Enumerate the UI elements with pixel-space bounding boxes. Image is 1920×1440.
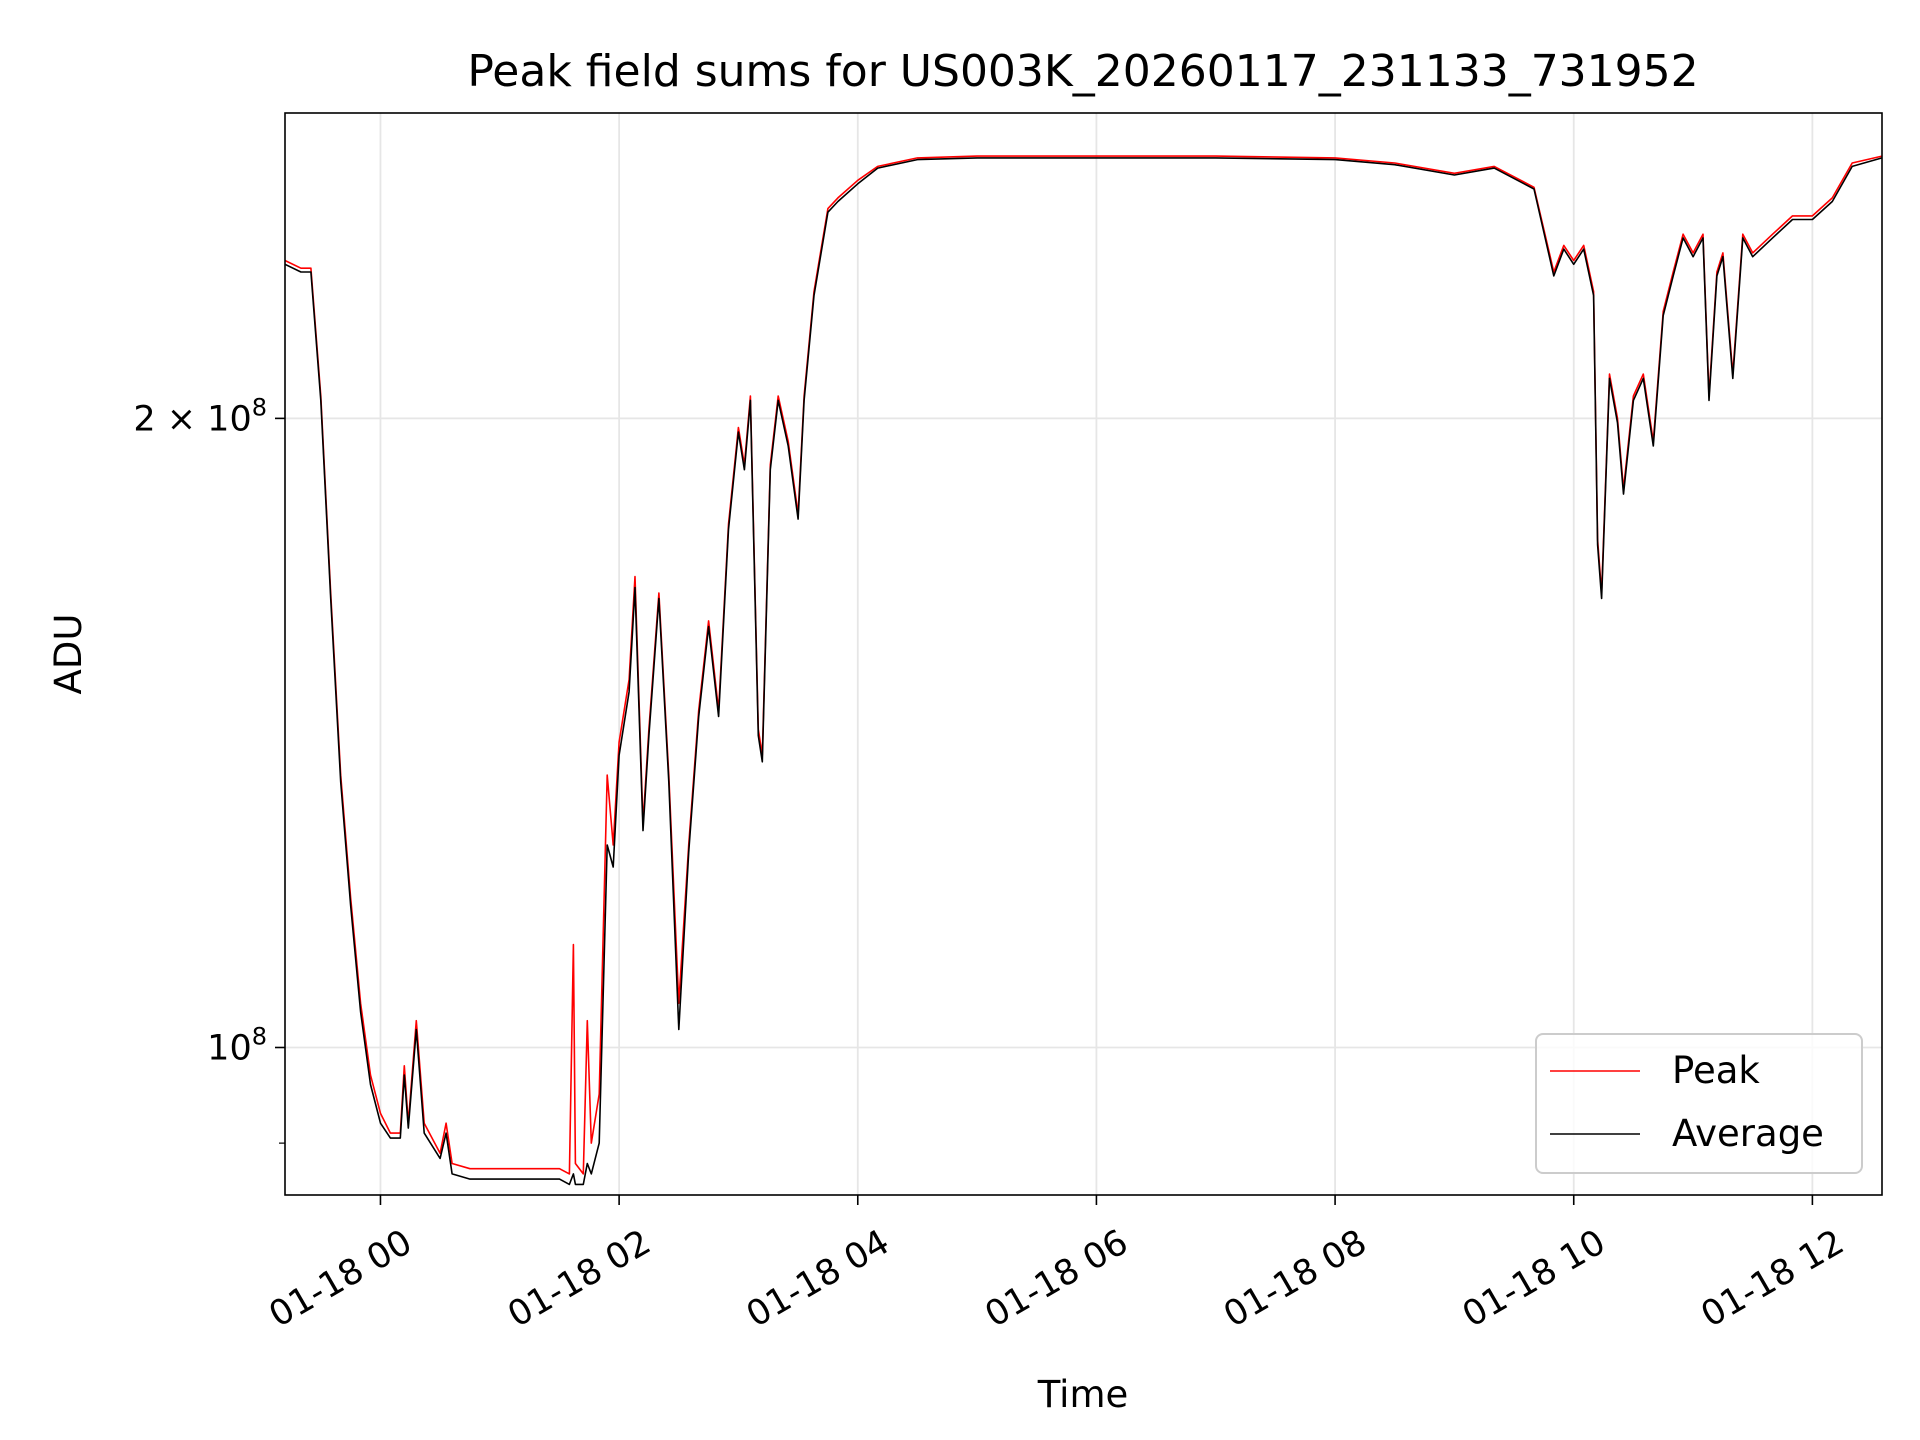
legend-label-peak: Peak	[1672, 1049, 1760, 1092]
series-line-average	[284, 157, 1883, 1186]
legend: Peak Average	[1535, 1033, 1863, 1174]
plot-frame	[284, 112, 1883, 1196]
legend-label-average: Average	[1672, 1112, 1824, 1155]
legend-box	[1535, 1033, 1863, 1174]
x-axis-label: Time	[1037, 1373, 1129, 1416]
chart-title: Peak field sums for US003K_20260117_2311…	[467, 46, 1698, 97]
grid	[285, 113, 1882, 1195]
y-tick-label: 108	[207, 1022, 267, 1068]
y-tick-label: 2 × 108	[133, 393, 267, 439]
y-axis-label: ADU	[47, 614, 90, 695]
series-layer	[284, 155, 1883, 1186]
